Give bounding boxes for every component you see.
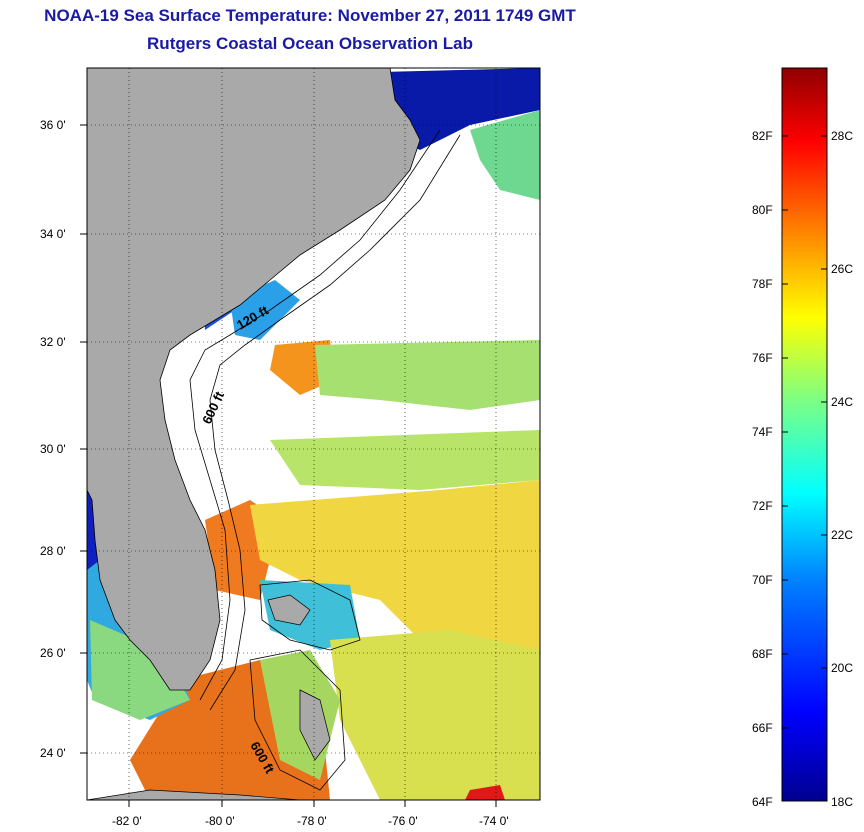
contour-bahamas-2	[249, 649, 346, 791]
sst-patch-gulf-green	[90, 620, 190, 720]
colorbar-f-label: 78F	[752, 277, 773, 291]
contour-bahamas	[259, 579, 361, 651]
colorbar-f-label: 68F	[752, 647, 773, 661]
lat-label: 24 0'	[40, 746, 66, 760]
colorbar-c-label: 18C	[831, 795, 854, 809]
colorbar-c-label: 20C	[831, 661, 854, 675]
lat-label: 36 0'	[40, 118, 66, 132]
bahamas-island-2	[299, 689, 331, 761]
lon-label: -80 0'	[205, 814, 235, 828]
sst-patch-red-south	[465, 785, 505, 800]
colorbar-f-label: 76F	[752, 351, 773, 365]
colorbar-f-label: 74F	[752, 425, 773, 439]
sst-patch-yellow-27	[250, 480, 540, 650]
bahamas-island-1	[267, 594, 311, 626]
colorbar-ticks	[782, 135, 827, 729]
sst-patch-yellow-south	[330, 630, 540, 800]
colorbar-c-label: 24C	[831, 395, 854, 409]
lat-label: 32 0'	[40, 335, 66, 349]
colorbar-c-label: 26C	[831, 262, 854, 276]
colorbar-f-label: 82F	[752, 129, 773, 143]
colorbar-f-label: 72F	[752, 499, 773, 513]
sst-patch-band-31	[315, 340, 540, 410]
sst-patch-north-green	[470, 110, 540, 200]
contour-600ft	[209, 134, 461, 711]
colorbar-f-label: 80F	[752, 203, 773, 217]
lat-label: 34 0'	[40, 227, 66, 241]
colorbar-f-label: 66F	[752, 721, 773, 735]
lon-label: -78 0'	[297, 814, 327, 828]
lon-label: -74 0'	[479, 814, 509, 828]
lat-label: 28 0'	[40, 544, 66, 558]
colorbar-f-label: 64F	[752, 795, 773, 809]
map-subtitle: Rutgers Coastal Ocean Observation Lab	[147, 34, 473, 53]
map-title: NOAA-19 Sea Surface Temperature: Novembe…	[44, 6, 576, 25]
land-mass	[87, 68, 421, 691]
contour-120ft	[189, 129, 441, 701]
colorbar	[781, 67, 828, 802]
sst-field	[87, 68, 540, 800]
lon-label: -76 0'	[388, 814, 418, 828]
lat-label: 26 0'	[40, 646, 66, 660]
colorbar-f-label: 70F	[752, 573, 773, 587]
sst-cold-patch-north	[380, 68, 540, 150]
colorbar-c-label: 22C	[831, 528, 854, 542]
lat-label: 30 0'	[40, 442, 66, 456]
colorbar-c-label: 28C	[831, 129, 854, 143]
axis-ticks	[80, 124, 497, 807]
lon-label: -82 0'	[112, 814, 142, 828]
cuba-coast	[87, 789, 301, 800]
